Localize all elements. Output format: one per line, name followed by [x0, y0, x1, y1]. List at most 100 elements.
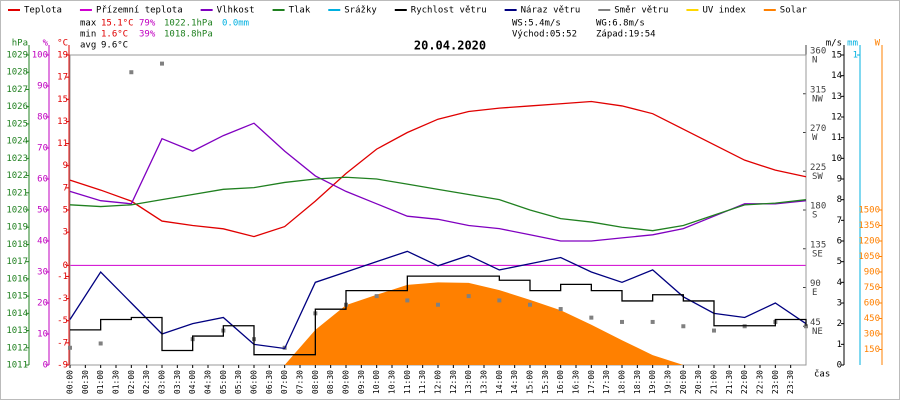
tick-label: 13 [57, 117, 68, 127]
direction-point [436, 302, 440, 307]
tick-label: 80 [37, 113, 48, 123]
direction-point [589, 315, 594, 320]
legend-label: Rychlost větru [411, 6, 487, 16]
tick-label: 15 [831, 51, 842, 61]
chart-title: 20.04.2020 [414, 39, 486, 53]
tick-label: 900 [864, 268, 880, 278]
x-tick-label: 07:30 [296, 370, 305, 394]
x-tick-label: 11:00 [403, 370, 412, 394]
tick-label: 7 [837, 216, 842, 226]
tick-label: 1024 [6, 137, 28, 147]
tick-label: 1013 [6, 326, 28, 336]
tick-label: 750 [864, 283, 880, 293]
tick-label: 180 [810, 202, 826, 212]
tick-label: 9 [837, 175, 842, 185]
tick-label: 600 [864, 299, 880, 309]
tick-label: 14 [831, 71, 842, 81]
tick-label: 9 [63, 161, 68, 171]
tick-label: 7 [63, 183, 68, 193]
tick-label: 11 [831, 133, 842, 143]
tick-label: 4 [837, 278, 842, 288]
tick-label: 70 [37, 144, 48, 154]
info: max 15.1°C 79% 1022.1hPa 0.0mm min 1.6°C… [80, 19, 656, 51]
tick-label: 1016 [6, 274, 28, 284]
x-tick-label: 23:30 [786, 370, 795, 394]
direction-point [804, 324, 808, 329]
x-tick-label: 01:00 [96, 370, 105, 394]
x-tick-label: 00:30 [81, 370, 90, 394]
tick-label: 13 [831, 92, 842, 102]
tick-label: 1020 [6, 206, 28, 216]
series-line [69, 100, 807, 238]
tick-label: 50 [37, 206, 48, 216]
tick-label: 1017 [6, 257, 28, 267]
direction-point [712, 328, 716, 333]
tick-label: -9 [57, 361, 68, 371]
x-tick-label: 20:30 [694, 370, 703, 394]
tick-label: 45 [810, 318, 821, 328]
tick-label: 3 [63, 228, 68, 238]
tick-label: 225 [810, 163, 826, 173]
tick-label: 360 [810, 47, 826, 57]
tick-label: W [812, 133, 818, 143]
legend-label: Solar [780, 6, 808, 16]
tick-label: 0 [43, 361, 48, 371]
info-text: avg [80, 41, 96, 51]
tick-label: 5 [63, 206, 68, 216]
direction-point [466, 294, 471, 299]
info-text: Východ:05:52 [512, 30, 577, 40]
tick-label: 100 [32, 51, 48, 61]
tick-label: 1350 [858, 221, 880, 231]
direction-point [374, 294, 379, 299]
axis-label: mm [847, 39, 858, 49]
x-tick-label: 02:30 [142, 370, 151, 394]
tick-label: SW [812, 172, 823, 182]
x-tick-label: 14:00 [495, 370, 504, 394]
info-text: 79% [139, 19, 156, 29]
x-tick-label: 19:00 [648, 370, 657, 394]
info-text: max [80, 19, 97, 29]
info-text: WG:6.8m/s [596, 19, 645, 29]
x-tick-label: 10:00 [372, 370, 381, 394]
tick-label: 1026 [6, 102, 28, 112]
axis-label: hPa [12, 39, 28, 49]
x-tick-label: 03:30 [173, 370, 182, 394]
x-tick-label: 16:30 [572, 370, 581, 394]
tick-label: NE [812, 327, 823, 337]
axis-label: °C [57, 39, 68, 49]
tick-label: 5 [837, 257, 842, 267]
legend-label: Směr větru [614, 6, 668, 16]
tick-label: 0 [837, 361, 842, 371]
x-tick-label: 06:30 [265, 370, 274, 394]
x-tick-label: 21:30 [725, 370, 734, 394]
x-tick-label: 21:00 [710, 370, 719, 394]
tick-label: 0 [63, 261, 68, 271]
tick-label: 315 [810, 85, 826, 95]
tick-label: 450 [864, 314, 880, 324]
x-tick-label: 18:30 [633, 370, 642, 394]
x-tick-label: 06:00 [250, 370, 259, 394]
direction-point [528, 302, 532, 307]
x-tick-label: 03:00 [158, 370, 167, 394]
tick-label: 135 [810, 240, 826, 250]
legend-label: Tlak [289, 6, 311, 16]
info-text: min [80, 30, 96, 40]
direction-point [558, 307, 563, 312]
x-tick-label: 04:00 [188, 370, 197, 394]
x-tick-label: 15:00 [526, 370, 535, 394]
tick-label: 10 [37, 330, 48, 340]
x-tick-label: 17:30 [602, 370, 611, 394]
axis-label: m/s [826, 39, 842, 49]
direction-point [68, 345, 72, 350]
tick-label: N [812, 56, 817, 66]
tick-label: 60 [37, 175, 48, 185]
x-tick-label: 01:30 [112, 370, 121, 394]
tick-label: 1200 [858, 237, 880, 247]
direction-point [620, 319, 624, 324]
tick-label: 12 [831, 113, 842, 123]
tick-label: SE [812, 249, 823, 259]
tick-label: 1028 [6, 68, 28, 78]
x-tick-label: 12:30 [449, 370, 458, 394]
legend-label: Srážky [344, 6, 377, 16]
tick-label: 1018 [6, 240, 28, 250]
